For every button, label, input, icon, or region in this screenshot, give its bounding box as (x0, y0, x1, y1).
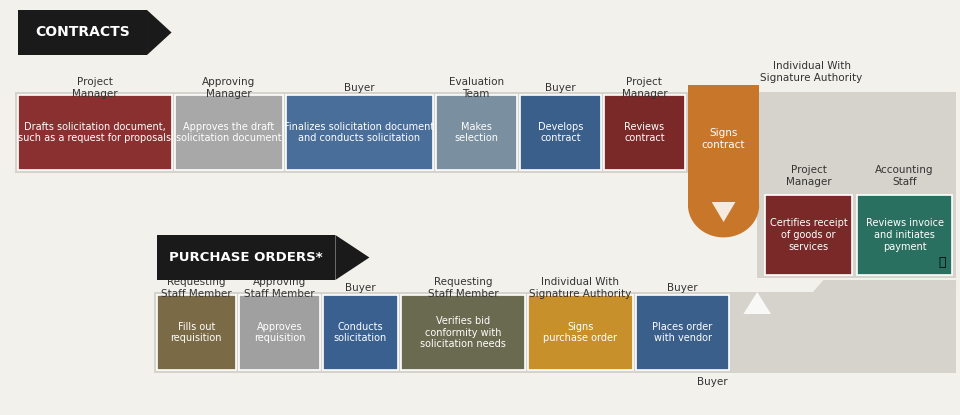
Text: Approving
Manager: Approving Manager (203, 77, 255, 99)
Polygon shape (743, 292, 771, 314)
Text: Develops
contract: Develops contract (538, 122, 583, 143)
Text: Evaluation
Team: Evaluation Team (448, 77, 504, 99)
Text: Buyer: Buyer (697, 377, 728, 387)
Text: Signs
purchase order: Signs purchase order (543, 322, 617, 343)
Text: Individual With
Signature Authority: Individual With Signature Authority (760, 61, 863, 83)
Bar (15, 92, 724, 173)
Bar (436, 95, 516, 170)
Bar (519, 95, 601, 170)
Bar (528, 295, 633, 370)
Text: Certifies receipt
of goods or
services: Certifies receipt of goods or services (770, 218, 848, 251)
Text: Project
Manager: Project Manager (786, 166, 831, 187)
Text: Places order
with vendor: Places order with vendor (653, 322, 712, 343)
Text: Requesting
Staff Member: Requesting Staff Member (161, 277, 231, 299)
Bar (175, 95, 283, 170)
Bar (18, 10, 147, 55)
Bar (18, 95, 172, 170)
Text: Signs
contract: Signs contract (702, 128, 745, 150)
Bar (688, 85, 759, 205)
Text: Individual With
Signature Authority: Individual With Signature Authority (529, 277, 632, 299)
Bar (757, 92, 956, 278)
Polygon shape (769, 280, 956, 342)
Bar (156, 295, 236, 370)
Text: Project
Manager: Project Manager (72, 77, 118, 99)
Text: Finalizes solicitation document
and conducts solicitation: Finalizes solicitation document and cond… (284, 122, 435, 143)
Polygon shape (335, 235, 370, 280)
Bar (323, 295, 398, 370)
Text: Drafts solicitation document,
such as a request for proposals: Drafts solicitation document, such as a … (18, 122, 172, 143)
Text: Approves
requisition: Approves requisition (253, 322, 305, 343)
Bar (728, 292, 956, 373)
Text: Buyer: Buyer (345, 83, 374, 93)
Bar (286, 95, 433, 170)
Text: Fills out
requisition: Fills out requisition (171, 322, 222, 343)
Bar (156, 235, 335, 280)
Polygon shape (711, 202, 735, 222)
Text: Buyer: Buyer (667, 283, 698, 293)
Text: Buyer: Buyer (545, 83, 576, 93)
Text: Project
Manager: Project Manager (622, 77, 667, 99)
Text: CONTRACTS: CONTRACTS (36, 25, 130, 39)
Text: Reviews invoice
and initiates
payment: Reviews invoice and initiates payment (866, 218, 944, 251)
Polygon shape (147, 10, 172, 55)
Bar (636, 295, 730, 370)
Bar (154, 292, 732, 373)
Text: Reviews
contract: Reviews contract (624, 122, 664, 143)
Text: Buyer: Buyer (346, 283, 375, 293)
Bar (765, 195, 852, 275)
Text: Approves the draft
solicitation document: Approves the draft solicitation document (176, 122, 281, 143)
Polygon shape (688, 205, 759, 237)
Text: Makes
selection: Makes selection (454, 122, 498, 143)
Text: PURCHASE ORDERS*: PURCHASE ORDERS* (169, 251, 323, 264)
Text: Conducts
solicitation: Conducts solicitation (334, 322, 387, 343)
Text: 📄: 📄 (939, 256, 947, 269)
Text: Accounting
Staff: Accounting Staff (876, 166, 934, 187)
Bar (401, 295, 525, 370)
Bar (239, 295, 320, 370)
Text: Requesting
Staff Member: Requesting Staff Member (427, 277, 498, 299)
Bar (857, 195, 952, 275)
Text: Verifies bid
conformity with
solicitation needs: Verifies bid conformity with solicitatio… (420, 316, 506, 349)
Text: Approving
Staff Member: Approving Staff Member (244, 277, 315, 299)
Bar (604, 95, 685, 170)
